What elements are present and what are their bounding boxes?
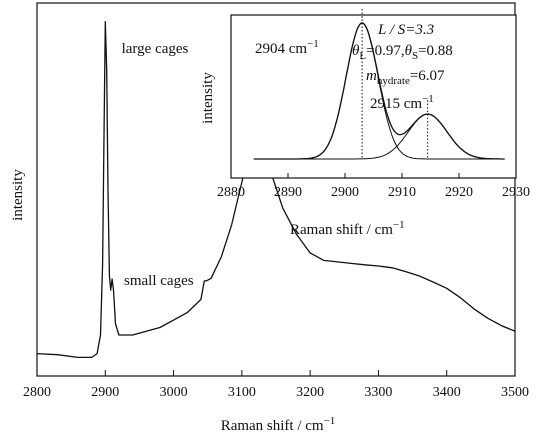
- main-x-tick-label: 3300: [364, 385, 392, 400]
- main-x-tick-label: 2800: [23, 385, 51, 400]
- main-x-tick-label: 3200: [296, 385, 324, 400]
- inset-peak-2915-label: 2915 cm−1: [370, 93, 434, 112]
- inset-x-axis-label: Raman shift / cm−1: [290, 219, 405, 238]
- inset-x-tick-label: 2930: [502, 185, 530, 200]
- inset-plot-frame: [230, 14, 517, 179]
- main-x-axis-label-sup: −1: [324, 415, 336, 427]
- inset-x-tick-label: 2920: [445, 185, 473, 200]
- main-plot-frame: [36, 2, 516, 377]
- inset-theta-values: θL=0.97,θS=0.88: [352, 43, 453, 62]
- main-x-tick-label: 3500: [501, 385, 529, 400]
- inset-x-tick-label: 2890: [274, 185, 302, 200]
- main-x-tick-label: 3400: [433, 385, 461, 400]
- theta-s-value: =0.88: [418, 43, 453, 59]
- inset-background: [231, 15, 516, 178]
- large-cages-annotation: large cages: [122, 41, 189, 57]
- m-hydrate-subscript: hydrate: [377, 75, 410, 87]
- inset-plot: 2880 2890 2900 2910 2920 2930 intensity 2904 …: [200, 9, 530, 200]
- inset-ls-ratio: L / S=3.3: [377, 22, 434, 38]
- inset-x-axis-label-text: Raman shift / cm: [290, 222, 393, 238]
- main-x-tick-label: 3000: [160, 385, 188, 400]
- inset-x-tick-label: 2880: [217, 185, 245, 200]
- main-axes: 2800 2900 3000 3100 3200 3300 3400 3500: [23, 2, 529, 400]
- inset-peak-2904-label-text: 2904 cm: [255, 41, 307, 57]
- inset-peak-2904-label: 2904 cm−1: [255, 38, 319, 57]
- theta-l-symbol: θ: [352, 43, 360, 59]
- inset-fitted-sum-line: [253, 22, 505, 160]
- inset-m-hydrate: mhydrate=6.07: [366, 68, 445, 87]
- small-cages-annotation: small cages: [124, 273, 194, 289]
- inset-x-tick-label: 2900: [331, 185, 359, 200]
- main-x-tick-label: 2900: [91, 385, 119, 400]
- inset-peak-2915-label-text: 2915 cm: [370, 96, 422, 112]
- inset-x-axis-label-sup: −1: [393, 219, 405, 231]
- main-spectrum-line: [36, 21, 516, 359]
- theta-l-value: =0.97,: [366, 43, 404, 59]
- theta-s-symbol: θ: [405, 43, 413, 59]
- inset-y-axis-label: intensity: [200, 72, 216, 124]
- theta-s-subscript: S: [412, 50, 418, 62]
- inset-peak-2915-label-sup: −1: [422, 93, 434, 105]
- m-hydrate-value: =6.07: [410, 68, 445, 84]
- main-y-axis-label: intensity: [10, 169, 26, 221]
- m-hydrate-symbol: m: [366, 68, 377, 84]
- inset-peak-2904-label-sup: −1: [307, 38, 319, 50]
- inset-x-ticks: 2880 2890 2900 2910 2920 2930: [217, 173, 530, 200]
- main-x-tick-label: 3100: [228, 385, 256, 400]
- main-x-ticks: 2800 2900 3000 3100 3200 3300 3400 3500: [23, 370, 529, 400]
- inset-x-tick-label: 2910: [388, 185, 416, 200]
- main-x-axis-label: Raman shift / cm−1: [221, 415, 336, 434]
- theta-l-subscript: L: [359, 50, 366, 62]
- main-x-axis-label-text: Raman shift / cm: [221, 418, 324, 434]
